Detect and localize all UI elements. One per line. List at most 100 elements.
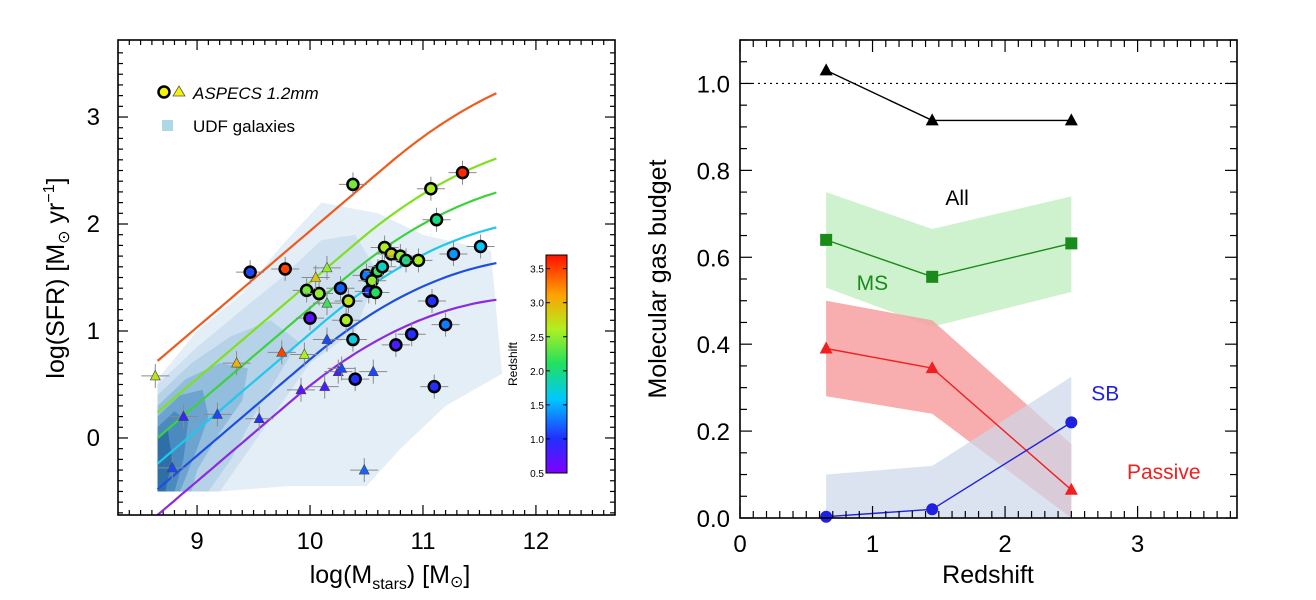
y-tick-label: 1.0: [697, 71, 730, 98]
y-tick-label: 0: [87, 425, 100, 452]
band-sb: [826, 376, 1072, 518]
marker-all: [925, 113, 939, 126]
legend-triangle-marker: [172, 85, 186, 97]
x-tick-label: 1: [866, 531, 879, 558]
annotation-all: All: [945, 187, 968, 210]
y-tick-label: 2: [87, 211, 100, 238]
aspecs-triangle-point: [231, 356, 243, 368]
series-markers: [819, 63, 1078, 523]
marker-sb: [926, 503, 939, 516]
aspecs-triangle-point: [295, 383, 307, 395]
colorbar-tick-label: 2.5: [530, 333, 544, 344]
y-tick-label: 0.2: [697, 419, 730, 446]
aspecs-triangle-point: [211, 408, 223, 419]
aspecs-triangle-point: [298, 348, 310, 359]
marker-sb: [820, 510, 833, 523]
aspecs-circle-point: [375, 260, 390, 274]
colorbar-tick-label: 3.5: [530, 265, 544, 276]
aspecs-circle-point: [243, 265, 257, 279]
x-tick-label: 3: [1131, 531, 1144, 558]
aspecs-circle-point: [333, 281, 348, 295]
series-annotations: All MS SB Passive: [857, 187, 1201, 484]
x-tick-label: 0: [733, 531, 746, 558]
colorbar-tick-label: 1.5: [530, 401, 544, 412]
aspecs-circle-point: [346, 177, 360, 192]
aspecs-triangle-point: [310, 271, 322, 282]
colorbar-tick-label: 1.0: [530, 435, 544, 446]
aspecs-triangle-point: [336, 362, 348, 373]
aspecs-circle-point: [341, 294, 356, 308]
annotation-ms: MS: [857, 272, 889, 295]
left-plot-frame: [117, 39, 616, 516]
y-tick-label: 3: [87, 104, 100, 131]
aspecs-circle-point: [455, 165, 470, 180]
x-tick-label: 9: [190, 528, 203, 555]
colorbar-gradient: [545, 254, 568, 474]
y-tick-label: 0.8: [697, 158, 730, 185]
aspecs-triangle-point: [178, 410, 190, 421]
aspecs-triangle-point: [358, 463, 370, 475]
right-tick-labels: 0 1 2 3 0.0 0.2 0.4 0.6 0.8 1.0: [697, 71, 1145, 558]
uncertainty-bands: [826, 192, 1072, 518]
y-tick-label: 0.6: [697, 245, 730, 272]
aspecs-circle-point: [278, 262, 292, 276]
aspecs-triangle-point: [149, 369, 161, 381]
left-legend: ASPECS 1.2mm UDF galaxies: [157, 84, 319, 136]
legend-aspecs-label: ASPECS 1.2mm: [192, 84, 319, 103]
aspecs-circle-point: [348, 372, 362, 386]
aspecs-circle-point: [429, 212, 444, 227]
left-y-axis-label: log(SFR) [M⊙ yr−1]: [41, 177, 73, 378]
contour-level-7: [157, 429, 173, 492]
aspecs-triangle-point: [276, 346, 288, 357]
aspecs-triangle-point: [321, 333, 333, 344]
marker-passive: [1064, 482, 1078, 495]
aspecs-circle-point: [303, 311, 317, 325]
marker-ms: [926, 270, 939, 283]
aspecs-triangle-point: [253, 412, 265, 424]
colorbar-tick-label: 3.0: [530, 299, 544, 310]
aspecs-circle-point: [368, 285, 383, 300]
y-tick-label: 0.4: [697, 332, 730, 359]
udf-galaxy-density-contours: [157, 202, 502, 492]
marker-sb: [1065, 416, 1078, 429]
aspecs-circle-point: [424, 181, 438, 196]
colorbar-tick-label: 2.0: [530, 367, 544, 378]
y-tick-label: 1: [87, 318, 100, 345]
left-x-axis-label: log(Mstars) [M⊙]: [310, 561, 471, 593]
band-ms: [826, 192, 1072, 327]
legend-udf-marker: [162, 120, 173, 131]
aspecs-circle-point: [473, 239, 488, 254]
aspecs-circle-point: [427, 379, 442, 394]
aspecs-circle-point: [339, 313, 353, 328]
aspecs-triangle-point: [321, 297, 333, 308]
aspecs-circle-point: [346, 332, 360, 347]
right-x-axis-label: Redshift: [942, 561, 1034, 589]
aspecs-circle-point: [299, 283, 314, 298]
right-y-axis-label: Molecular gas budget: [644, 159, 672, 398]
redshift-colorbar: 0.5 1.0 1.5 2.0 2.5 3.0 3.5 Redshift: [506, 254, 568, 480]
legend-circle-marker: [157, 85, 171, 99]
colorbar-ticks: 0.5 1.0 1.5 2.0 2.5 3.0 3.5: [530, 265, 567, 480]
aspecs-circle-point: [411, 253, 426, 268]
ms-curve-z0.5: [156, 298, 497, 515]
marker-all: [1064, 113, 1078, 126]
aspecs-triangle-point: [321, 261, 333, 273]
aspecs-circle-point: [438, 317, 453, 332]
aspecs-triangle-point: [319, 380, 331, 391]
x-tick-label: 2: [998, 531, 1011, 558]
aspecs-triangle-point: [166, 461, 178, 473]
annotation-passive: Passive: [1127, 461, 1201, 484]
legend-udf-label: UDF galaxies: [193, 117, 295, 136]
aspecs-points: [141, 160, 495, 483]
colorbar-tick-label: 0.5: [530, 469, 544, 480]
y-tick-label: 0.0: [697, 506, 730, 533]
colorbar-label: Redshift: [506, 341, 520, 386]
marker-passive: [819, 341, 833, 354]
x-tick-label: 12: [523, 528, 550, 555]
line-all: [825, 69, 1072, 122]
marker-passive: [925, 361, 939, 374]
ms-curve-z3.5: [156, 92, 497, 362]
annotation-sb: SB: [1091, 383, 1119, 406]
